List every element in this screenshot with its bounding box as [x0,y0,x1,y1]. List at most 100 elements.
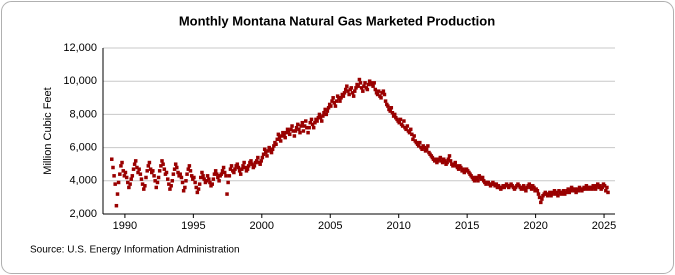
data-point [168,187,172,191]
data-point [224,174,228,178]
data-point [261,152,266,156]
data-point [181,189,186,193]
x-tick-label: 2025 [592,220,616,232]
data-point [179,175,184,180]
data-point [198,175,203,180]
data-point [217,179,221,183]
data-point [156,175,161,180]
data-point [246,164,251,168]
data-point [126,180,130,185]
data-point [111,165,115,170]
data-point [299,124,303,128]
data-point [110,157,114,161]
data-point [308,120,313,125]
data-point [361,89,365,93]
data-point [250,162,254,166]
data-point [392,112,397,117]
data-point [386,104,390,108]
data-point [524,189,528,193]
data-point [306,130,310,135]
data-point [229,164,234,168]
data-point [259,159,264,163]
data-point [133,159,138,163]
x-tick-label: 2005 [318,220,342,232]
data-point [164,170,169,175]
data-point [556,193,560,198]
data-point [240,167,244,171]
data-point [245,167,250,171]
data-point [132,162,137,166]
data-point [349,86,354,90]
data-point [334,99,339,103]
data-point [121,169,126,173]
data-point [243,165,247,170]
data-point [322,110,326,115]
data-point [137,167,141,171]
data-point [301,129,306,133]
y-tick-label: 12,000 [63,42,97,54]
data-point [157,169,162,173]
data-point [200,170,204,175]
data-point [194,185,198,190]
data-point [307,125,311,130]
data-point [426,144,430,148]
data-point [136,170,140,175]
data-point [606,190,610,195]
data-point [331,96,335,100]
data-point [338,99,342,103]
data-point [573,187,577,191]
data-point [115,192,120,196]
data-point [167,182,171,186]
data-point [226,180,230,185]
data-point [184,179,188,183]
data-point [420,147,424,152]
data-point [443,159,447,163]
x-tick-label: 2020 [523,220,547,232]
data-point [173,162,178,166]
data-point [343,87,348,92]
data-point [381,89,386,93]
data-point [278,139,283,143]
data-point [317,112,322,117]
data-point [388,109,392,113]
x-tick-label: 1995 [181,220,205,232]
data-point [535,189,540,193]
data-point [284,130,289,135]
data-point [147,160,152,165]
data-point [227,174,232,178]
data-point [453,160,457,165]
data-point [220,169,225,173]
data-point [169,184,173,188]
data-point [208,180,212,185]
data-point [238,172,243,176]
data-point [204,179,209,183]
data-point [351,94,356,98]
data-point [213,169,218,173]
data-point [219,172,224,176]
data-point [329,104,333,108]
data-point [373,87,378,92]
data-point [144,175,148,180]
data-point [277,135,282,140]
data-point [532,185,536,190]
data-point [193,180,197,185]
data-point [363,81,367,85]
y-tick-label: 8,000 [69,108,97,120]
data-point [276,132,281,137]
data-point [222,170,227,175]
data-point [127,185,131,190]
data-point [297,127,301,132]
data-point [221,165,226,170]
data-point [254,159,259,163]
x-tick-label: 2015 [455,220,479,232]
data-point [113,182,117,186]
data-point [154,185,159,190]
data-point [376,89,381,93]
data-point [202,177,206,181]
source-note: Source: U.S. Energy Information Administ… [30,245,240,256]
data-point [122,174,127,178]
data-point [236,165,241,170]
data-point [135,165,139,170]
data-point [309,117,314,122]
data-point [596,182,600,186]
